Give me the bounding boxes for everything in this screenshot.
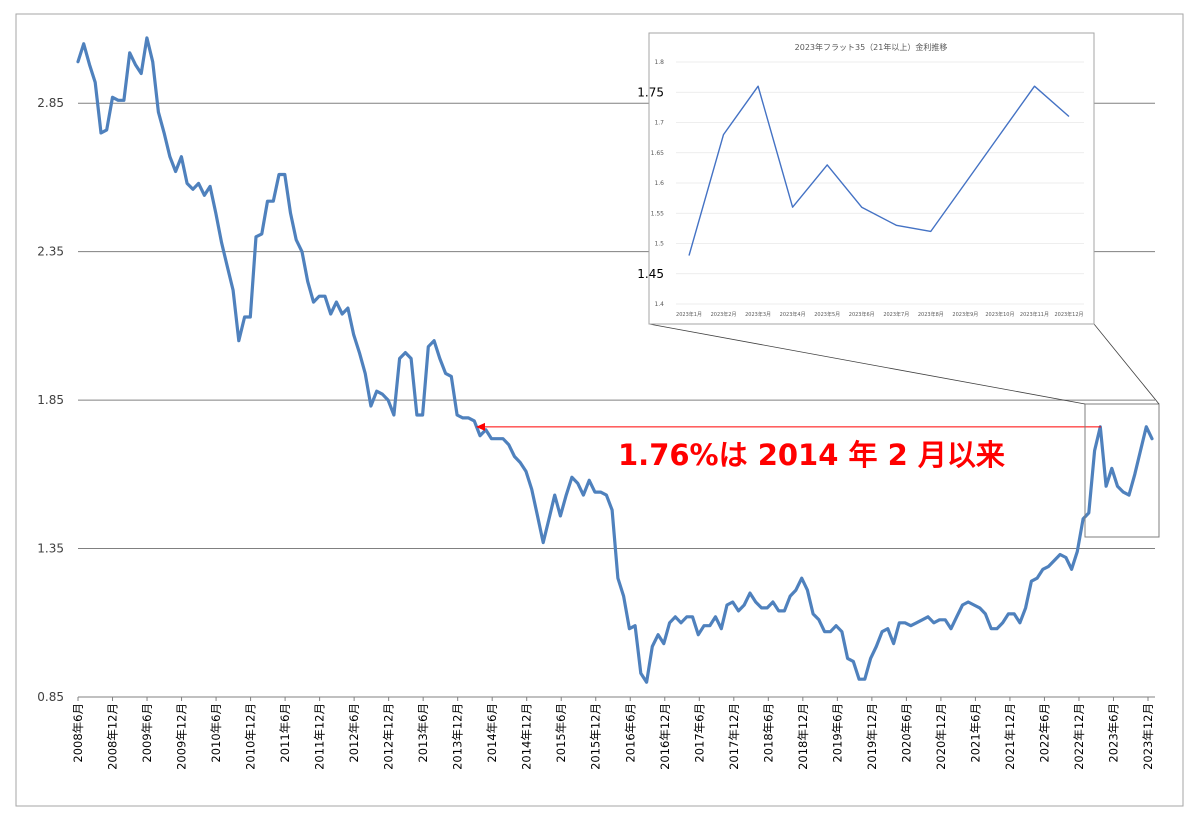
main-y-axis: 0.85 1.35 1.85 2.35 2.85 — [37, 96, 64, 704]
x-tick-label: 2012年6月 — [347, 703, 361, 763]
x-tick-label: 2013年6月 — [416, 703, 430, 763]
inset-y-tick-label: 1.55 — [651, 210, 665, 217]
x-tick-label: 2010年12月 — [244, 703, 258, 770]
x-tick-label: 2015年6月 — [554, 703, 568, 763]
inset-y-tick-label: 1.45 — [637, 267, 664, 281]
annotation-arrow — [476, 422, 1101, 431]
x-tick-label: 2023年6月 — [1106, 703, 1120, 763]
inset-x-tick-label: 2023年11月 — [1020, 311, 1049, 318]
inset-x-tick-label: 2023年7月 — [883, 311, 909, 318]
x-tick-label: 2015年12月 — [589, 703, 603, 770]
x-tick-label: 2011年6月 — [278, 703, 292, 763]
main-series-line — [76, 36, 1154, 684]
y-tick-label: 1.85 — [37, 393, 64, 407]
inset-chart: 2023年フラット35（21年以上）金利推移 1.4 1.45 1.5 1.55 1.6… — [637, 32, 1095, 325]
inset-y-tick-label: 1.7 — [654, 120, 664, 127]
inset-frame — [648, 32, 1095, 325]
inset-y-tick-label: 1.65 — [651, 150, 665, 157]
x-tick-label: 2008年12月 — [106, 703, 120, 770]
x-tick-label: 2014年6月 — [485, 703, 499, 763]
x-tick-label: 2008年6月 — [71, 703, 85, 763]
inset-x-tick-label: 2023年10月 — [985, 311, 1014, 318]
inset-x-tick-label: 2023年1月 — [676, 311, 702, 318]
x-tick-label: 2021年6月 — [968, 703, 982, 763]
inset-y-tick-label: 1.8 — [654, 59, 664, 66]
inset-x-tick-label: 2023年12月 — [1054, 311, 1083, 318]
inset-title: 2023年フラット35（21年以上）金利推移 — [795, 42, 948, 52]
zoom-connector-right — [1093, 323, 1160, 405]
x-tick-label: 2010年6月 — [209, 703, 223, 763]
x-tick-label: 2020年6月 — [899, 703, 913, 763]
inset-series-line — [688, 85, 1070, 256]
inset-y-tick-label: 1.4 — [654, 301, 664, 308]
inset-gridlines — [676, 61, 1084, 305]
inset-y-tick-label: 1.5 — [654, 241, 664, 248]
inset-y-axis: 1.4 1.45 1.5 1.55 1.6 1.65 1.7 1.75 1.8 — [637, 59, 664, 308]
inset-y-tick-label: 1.75 — [637, 85, 664, 99]
x-tick-label: 2009年12月 — [175, 703, 189, 770]
annotation-arrow-head — [476, 422, 485, 431]
y-tick-label: 2.85 — [37, 96, 64, 110]
x-tick-label: 2013年12月 — [451, 703, 465, 770]
annotation-label: 1.76%は 2014 年 2 月以来 — [618, 438, 1005, 472]
x-tick-label: 2017年12月 — [727, 703, 741, 770]
x-tick-label: 2019年12月 — [865, 703, 879, 770]
x-tick-label: 2018年12月 — [796, 703, 810, 770]
inset-x-tick-label: 2023年5月 — [814, 311, 840, 318]
inset-x-axis: 2023年1月 2023年2月 2023年3月 2023年4月 2023年5月 2023年… — [676, 311, 1084, 318]
inset-x-tick-label: 2023年4月 — [780, 311, 806, 318]
zoom-highlight-box — [1084, 403, 1160, 538]
x-tick-label: 2016年6月 — [623, 703, 637, 763]
x-tick-label: 2017年6月 — [692, 703, 706, 763]
x-tick-label: 2019年6月 — [830, 703, 844, 763]
x-tick-label: 2016年12月 — [658, 703, 672, 770]
y-tick-label: 1.35 — [37, 542, 64, 556]
inset-x-tick-label: 2023年6月 — [849, 311, 875, 318]
main-x-axis: 2008年6月 2008年12月 2009年6月 2009年12月 2010年6月 201… — [71, 697, 1155, 770]
x-tick-label: 2022年6月 — [1037, 703, 1051, 763]
x-tick-label: 2009年6月 — [140, 703, 154, 763]
x-tick-label: 2020年12月 — [934, 703, 948, 770]
x-tick-label: 2012年12月 — [382, 703, 396, 770]
x-tick-label: 2022年12月 — [1072, 703, 1086, 770]
inset-x-tick-label: 2023年9月 — [952, 311, 978, 318]
y-tick-label: 0.85 — [37, 690, 64, 704]
inset-x-tick-label: 2023年2月 — [711, 311, 737, 318]
inset-x-tick-label: 2023年3月 — [745, 311, 771, 318]
x-tick-label: 2011年12月 — [313, 703, 327, 770]
x-tick-label: 2018年6月 — [761, 703, 775, 763]
x-tick-label: 2023年12月 — [1141, 703, 1155, 770]
x-tick-label: 2014年12月 — [520, 703, 534, 770]
y-tick-label: 2.35 — [37, 245, 64, 259]
zoom-connector-left — [648, 323, 1086, 405]
inset-y-tick-label: 1.6 — [654, 180, 664, 187]
x-tick-label: 2021年12月 — [1003, 703, 1017, 770]
inset-x-tick-label: 2023年8月 — [918, 311, 944, 318]
zoom-highlight — [648, 323, 1160, 538]
